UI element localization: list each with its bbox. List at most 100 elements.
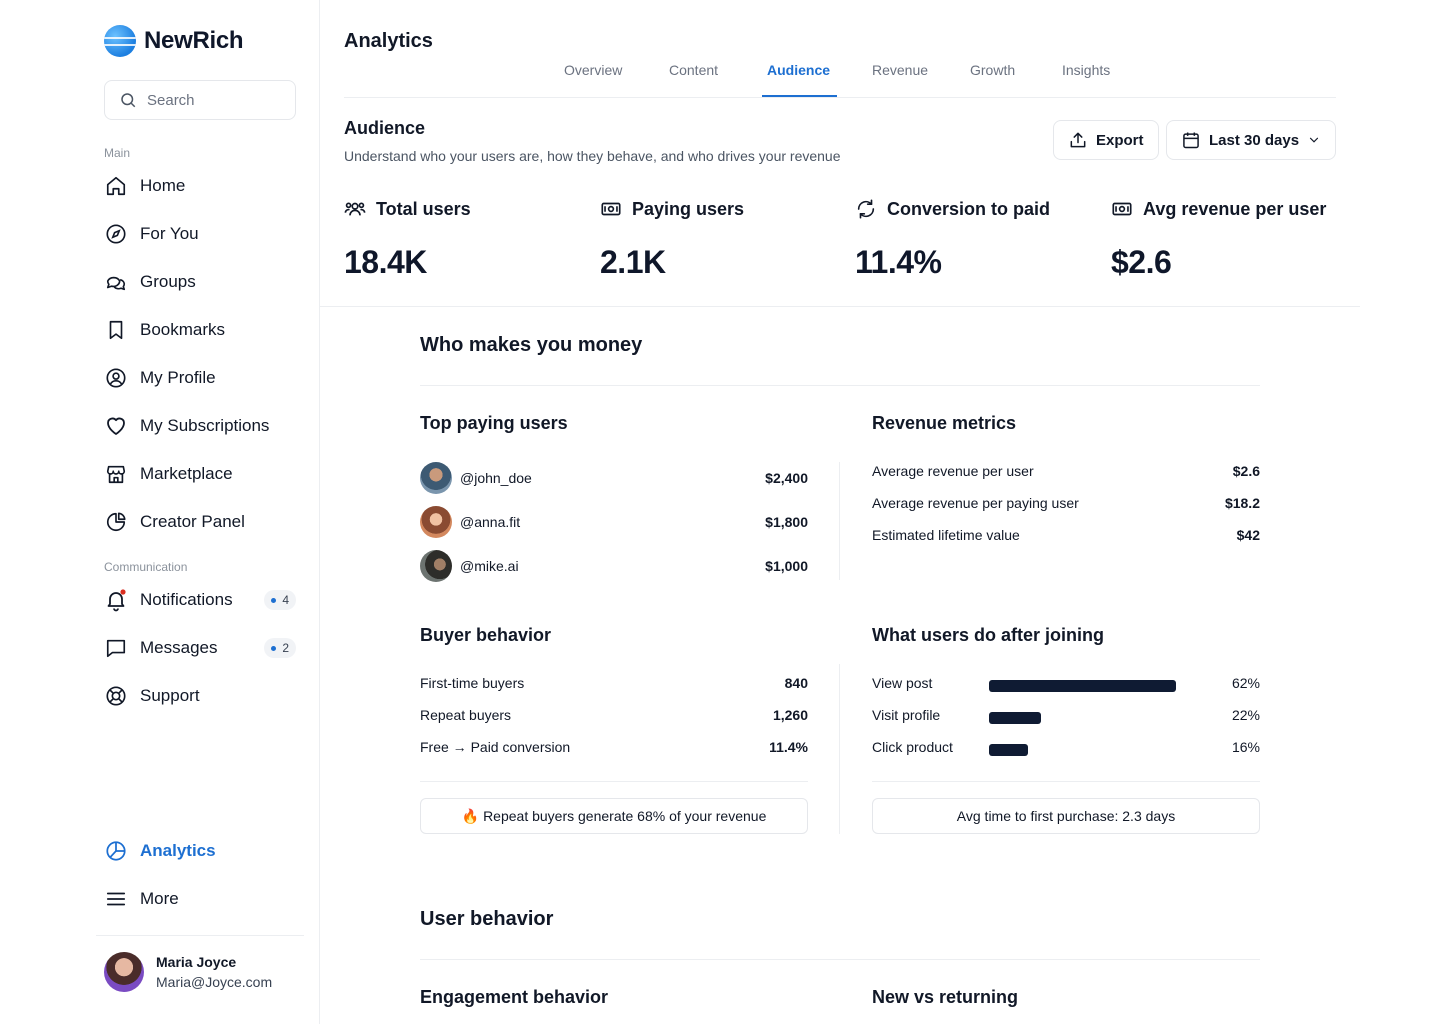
sidebar-item-creator-panel[interactable]: Creator Panel — [104, 504, 300, 540]
brand[interactable]: NewRich — [104, 25, 244, 57]
stat-conversion: Conversion to paid 11.4% — [855, 198, 1050, 281]
action-row: Visit profile 22% — [872, 707, 1260, 724]
sidebar-item-label: More — [140, 889, 179, 908]
compass-icon — [104, 222, 128, 246]
list-item[interactable]: @mike.ai $1,000 — [420, 550, 808, 582]
divider — [420, 781, 808, 782]
post-join-actions-title: What users do after joining — [872, 625, 1105, 645]
search-icon — [121, 93, 136, 108]
sidebar-item-for-you[interactable]: For You — [104, 216, 300, 252]
lifebuoy-icon — [104, 684, 128, 708]
sidebar-item-marketplace[interactable]: Marketplace — [104, 456, 300, 492]
chevron-down-icon — [1309, 137, 1319, 143]
divider — [872, 781, 1260, 782]
column-divider — [839, 664, 840, 834]
home-icon — [104, 174, 128, 198]
sidebar-item-label: Creator Panel — [140, 512, 245, 531]
sidebar-item-label: My Profile — [140, 368, 216, 387]
tab-overview[interactable]: Overview — [564, 62, 623, 78]
sidebar-item-label: Support — [140, 686, 200, 705]
payer-handle: @mike.ai — [460, 558, 519, 574]
sidebar-item-label: Bookmarks — [140, 320, 226, 339]
metric-row: Average revenue per paying user $18.2 — [872, 495, 1260, 511]
section-label-communication: Communication — [104, 560, 188, 574]
avatar — [104, 952, 144, 992]
bell-icon — [104, 588, 128, 612]
sidebar: NewRich Main Home For You Groups Bookmar… — [0, 0, 320, 1024]
sidebar-item-messages[interactable]: Messages 2 — [104, 630, 300, 666]
heart-icon — [104, 414, 128, 438]
buyer-behavior-title: Buyer behavior — [420, 625, 552, 645]
stat-total-users: Total users 18.4K — [344, 198, 471, 281]
sidebar-item-more[interactable]: More — [104, 881, 300, 917]
export-button[interactable]: Export — [1053, 120, 1159, 160]
page-title: Analytics — [344, 30, 433, 52]
fire-icon: 🔥 — [461, 807, 480, 824]
date-range-dropdown[interactable]: Last 30 days — [1166, 120, 1337, 160]
stat-avg-revenue: Avg revenue per user $2.6 — [1111, 198, 1326, 281]
stat-value: $2.6 — [1111, 244, 1172, 280]
revenue-metrics-title: Revenue metrics — [872, 413, 1017, 433]
stat-value: 2.1K — [600, 244, 666, 280]
divider — [420, 959, 1260, 960]
cash-icon — [601, 202, 621, 216]
users-icon — [344, 202, 366, 216]
tab-audience[interactable]: Audience — [767, 62, 831, 78]
top-payers-title: Top paying users — [420, 413, 568, 433]
messages-count-badge: 2 — [264, 638, 296, 658]
cash-icon — [1112, 202, 1132, 216]
sidebar-item-support[interactable]: Support — [104, 678, 300, 714]
stat-label: Total users — [376, 198, 471, 219]
avatar — [420, 550, 452, 582]
buyer-insight-note: 🔥 Repeat buyers generate 68% of your rev… — [420, 798, 808, 834]
search-box[interactable] — [104, 80, 296, 120]
tab-insights[interactable]: Insights — [1062, 62, 1111, 78]
payer-handle: @john_doe — [460, 470, 532, 486]
metric-row: Repeat buyers 1,260 — [420, 707, 808, 723]
sidebar-item-groups[interactable]: Groups — [104, 264, 300, 300]
sidebar-divider — [96, 935, 304, 936]
sidebar-item-my-profile[interactable]: My Profile — [104, 360, 300, 396]
user-email: Maria@Joyce.com — [156, 974, 273, 990]
stat-label: Paying users — [632, 198, 745, 219]
refresh-icon — [857, 199, 875, 219]
notifications-count-badge: 4 — [264, 590, 296, 610]
payer-amount: $2,400 — [765, 470, 808, 486]
payer-amount: $1,000 — [765, 558, 808, 574]
metric-row: First-time buyers 840 — [420, 675, 808, 691]
section-title-user-behavior: User behavior — [420, 908, 554, 930]
store-icon — [104, 462, 128, 486]
section-subtitle-audience: Understand who your users are, how they … — [344, 148, 841, 164]
sidebar-item-label: Messages — [140, 638, 218, 657]
section-title-audience: Audience — [344, 118, 426, 138]
upload-icon — [1070, 132, 1086, 148]
sidebar-item-home[interactable]: Home — [104, 168, 300, 204]
stats-divider — [320, 306, 1360, 307]
chat-bubbles-icon — [104, 270, 128, 294]
list-item[interactable]: @anna.fit $1,800 — [420, 506, 808, 538]
section-title-money: Who makes you money — [420, 334, 643, 356]
section-label-main: Main — [104, 146, 131, 160]
sidebar-item-notifications[interactable]: Notifications 4 — [104, 582, 300, 618]
metric-row: Average revenue per user $2.6 — [872, 463, 1260, 479]
engagement-behavior-title: Engagement behavior — [420, 987, 609, 1007]
user-profile-card[interactable]: Maria Joyce Maria@Joyce.com — [104, 952, 272, 992]
pie-chart-icon — [104, 510, 128, 534]
tab-revenue[interactable]: Revenue — [872, 62, 929, 78]
action-row: View post 62% — [872, 675, 1260, 692]
list-item[interactable]: @john_doe $2,400 — [420, 462, 808, 494]
action-bar — [989, 744, 1028, 756]
user-circle-icon — [104, 366, 128, 390]
sidebar-item-label: Marketplace — [140, 464, 233, 483]
stat-label: Conversion to paid — [887, 198, 1051, 219]
tab-growth[interactable]: Growth — [970, 62, 1016, 78]
payer-amount: $1,800 — [765, 514, 808, 530]
tab-content[interactable]: Content — [669, 62, 719, 78]
sidebar-item-my-subscriptions[interactable]: My Subscriptions — [104, 408, 300, 444]
search-input[interactable] — [147, 91, 277, 109]
sidebar-item-label: Groups — [140, 272, 196, 291]
sidebar-item-analytics[interactable]: Analytics — [104, 833, 300, 869]
sidebar-item-label: Analytics — [140, 841, 216, 860]
sidebar-item-bookmarks[interactable]: Bookmarks — [104, 312, 300, 348]
analytics-tabs: Overview Content Audience Revenue Growth… — [344, 56, 1336, 98]
